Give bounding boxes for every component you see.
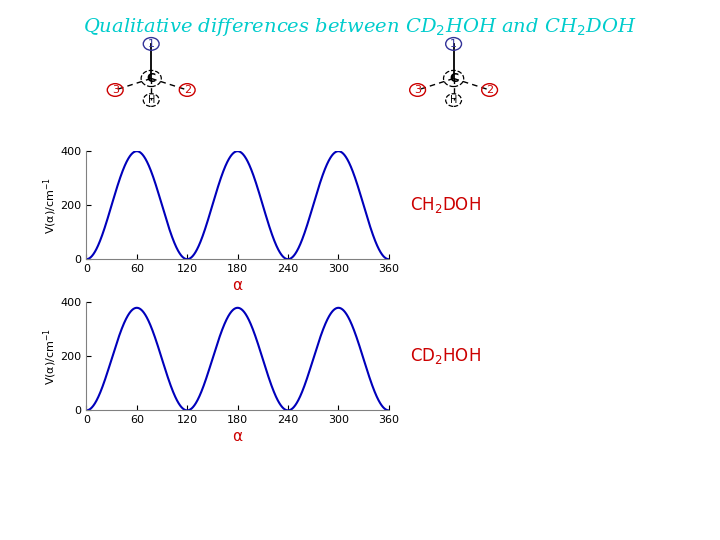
Text: H: H (450, 95, 457, 105)
Text: 3: 3 (112, 85, 119, 95)
X-axis label: α: α (233, 429, 243, 444)
Text: 2: 2 (184, 85, 191, 95)
Text: 3: 3 (414, 85, 421, 95)
Y-axis label: V(α)/cm$^{-1}$: V(α)/cm$^{-1}$ (42, 177, 59, 234)
Text: H: H (148, 95, 155, 105)
Text: CD$_2$HOH: CD$_2$HOH (410, 346, 481, 367)
X-axis label: α: α (233, 278, 243, 293)
Text: C: C (147, 72, 156, 85)
Text: C: C (449, 72, 458, 85)
Text: 1: 1 (148, 39, 155, 49)
Text: 1: 1 (450, 39, 457, 49)
Text: CH$_2$DOH: CH$_2$DOH (410, 195, 481, 215)
Y-axis label: V(α)/cm$^{-1}$: V(α)/cm$^{-1}$ (42, 328, 59, 385)
Text: Qualitative differences between CD$_2$HOH and CH$_2$DOH: Qualitative differences between CD$_2$HO… (84, 16, 636, 38)
Text: 2: 2 (486, 85, 493, 95)
